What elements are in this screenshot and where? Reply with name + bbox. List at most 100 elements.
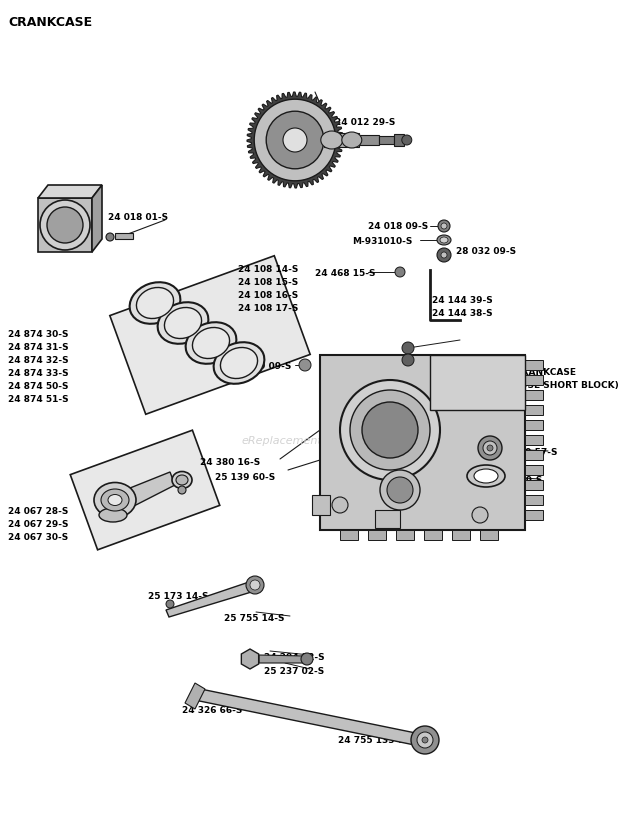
Circle shape <box>441 252 447 258</box>
Text: 28 030 05-S: 28 030 05-S <box>416 357 476 366</box>
Text: 24 874 50-S: 24 874 50-S <box>8 382 68 391</box>
Polygon shape <box>247 92 343 188</box>
Text: 24 294 22-S: 24 294 22-S <box>264 653 325 662</box>
Circle shape <box>350 390 430 470</box>
Text: 24 067 29-S: 24 067 29-S <box>8 520 68 529</box>
Text: 24 012 29-S: 24 012 29-S <box>335 118 396 127</box>
Text: 24 144 38-S: 24 144 38-S <box>432 309 493 318</box>
Text: 24 108 17-S: 24 108 17-S <box>238 304 298 313</box>
Text: 25 237 02-S: 25 237 02-S <box>264 667 324 676</box>
Bar <box>525 390 543 400</box>
Bar <box>525 510 543 520</box>
Circle shape <box>254 99 336 181</box>
Polygon shape <box>259 655 305 663</box>
Ellipse shape <box>178 486 186 494</box>
Circle shape <box>402 135 412 145</box>
Bar <box>525 435 543 445</box>
Circle shape <box>441 223 447 229</box>
Ellipse shape <box>437 235 451 245</box>
Ellipse shape <box>321 131 343 149</box>
Ellipse shape <box>221 347 257 378</box>
Circle shape <box>387 477 413 503</box>
Bar <box>375 510 400 528</box>
Ellipse shape <box>130 282 180 324</box>
Bar <box>525 480 543 490</box>
Text: 25 173 14-S: 25 173 14-S <box>148 592 208 601</box>
Bar <box>525 405 543 415</box>
Polygon shape <box>38 198 92 252</box>
Bar <box>394 134 404 146</box>
Bar <box>525 450 543 460</box>
Circle shape <box>299 359 311 371</box>
Circle shape <box>487 445 493 451</box>
Ellipse shape <box>108 494 122 506</box>
Text: 24 874 30-S: 24 874 30-S <box>8 330 68 339</box>
Text: 24 018 01-S: 24 018 01-S <box>108 213 168 222</box>
Text: 24 018 09-S: 24 018 09-S <box>368 222 428 231</box>
Ellipse shape <box>342 132 362 148</box>
Circle shape <box>40 200 90 250</box>
Circle shape <box>246 576 264 594</box>
Ellipse shape <box>214 342 264 384</box>
Text: eReplacementParts.com: eReplacementParts.com <box>242 436 378 446</box>
Circle shape <box>166 600 174 608</box>
Polygon shape <box>241 649 259 669</box>
Circle shape <box>380 470 420 510</box>
Bar <box>396 530 414 540</box>
Ellipse shape <box>157 302 208 344</box>
Circle shape <box>437 248 451 262</box>
Text: 24 874 51-S: 24 874 51-S <box>8 395 69 404</box>
Text: CRANKCASE: CRANKCASE <box>8 16 92 29</box>
Bar <box>480 530 498 540</box>
Circle shape <box>483 441 497 455</box>
Polygon shape <box>38 185 102 198</box>
Bar <box>379 136 394 144</box>
Text: 24 108 15-S: 24 108 15-S <box>238 278 298 287</box>
Text: 24 874 31-S: 24 874 31-S <box>8 343 69 352</box>
Circle shape <box>332 497 348 513</box>
Text: 24 108 14-S: 24 108 14-S <box>238 265 298 274</box>
Circle shape <box>47 207 83 243</box>
Text: 52 139 09-S: 52 139 09-S <box>231 362 291 371</box>
Ellipse shape <box>440 237 448 243</box>
Polygon shape <box>185 683 205 709</box>
Ellipse shape <box>99 508 127 522</box>
Text: 24 326 66-S: 24 326 66-S <box>182 706 242 715</box>
Ellipse shape <box>474 469 498 483</box>
Circle shape <box>301 653 313 665</box>
Text: 24 380 16-S: 24 380 16-S <box>200 458 260 467</box>
Bar <box>312 495 330 515</box>
Circle shape <box>478 436 502 460</box>
Circle shape <box>250 580 260 590</box>
Ellipse shape <box>164 307 202 338</box>
Circle shape <box>438 220 450 232</box>
Circle shape <box>422 737 428 743</box>
Bar <box>525 375 543 385</box>
Bar <box>452 530 470 540</box>
Text: 24 067 28-S: 24 067 28-S <box>8 507 68 516</box>
Polygon shape <box>125 472 175 508</box>
Bar <box>115 233 133 239</box>
Circle shape <box>472 507 488 523</box>
Ellipse shape <box>185 322 236 364</box>
Circle shape <box>340 380 440 480</box>
Text: 24 108 16-S: 24 108 16-S <box>238 291 298 300</box>
Bar <box>430 355 525 410</box>
Polygon shape <box>92 185 102 252</box>
Bar <box>424 530 442 540</box>
Text: 24 468 15-S: 24 468 15-S <box>315 269 376 278</box>
Ellipse shape <box>106 233 114 241</box>
Circle shape <box>283 128 307 152</box>
Bar <box>525 495 543 505</box>
Bar <box>525 360 543 370</box>
Polygon shape <box>70 431 219 550</box>
Text: 25 139 57-S: 25 139 57-S <box>497 448 557 457</box>
Text: 24 032 19-S: 24 032 19-S <box>482 476 542 485</box>
Bar <box>359 135 379 145</box>
Polygon shape <box>110 256 310 414</box>
Circle shape <box>411 726 439 754</box>
Ellipse shape <box>136 288 174 319</box>
Ellipse shape <box>172 471 192 489</box>
Circle shape <box>395 267 405 277</box>
Ellipse shape <box>467 465 505 487</box>
